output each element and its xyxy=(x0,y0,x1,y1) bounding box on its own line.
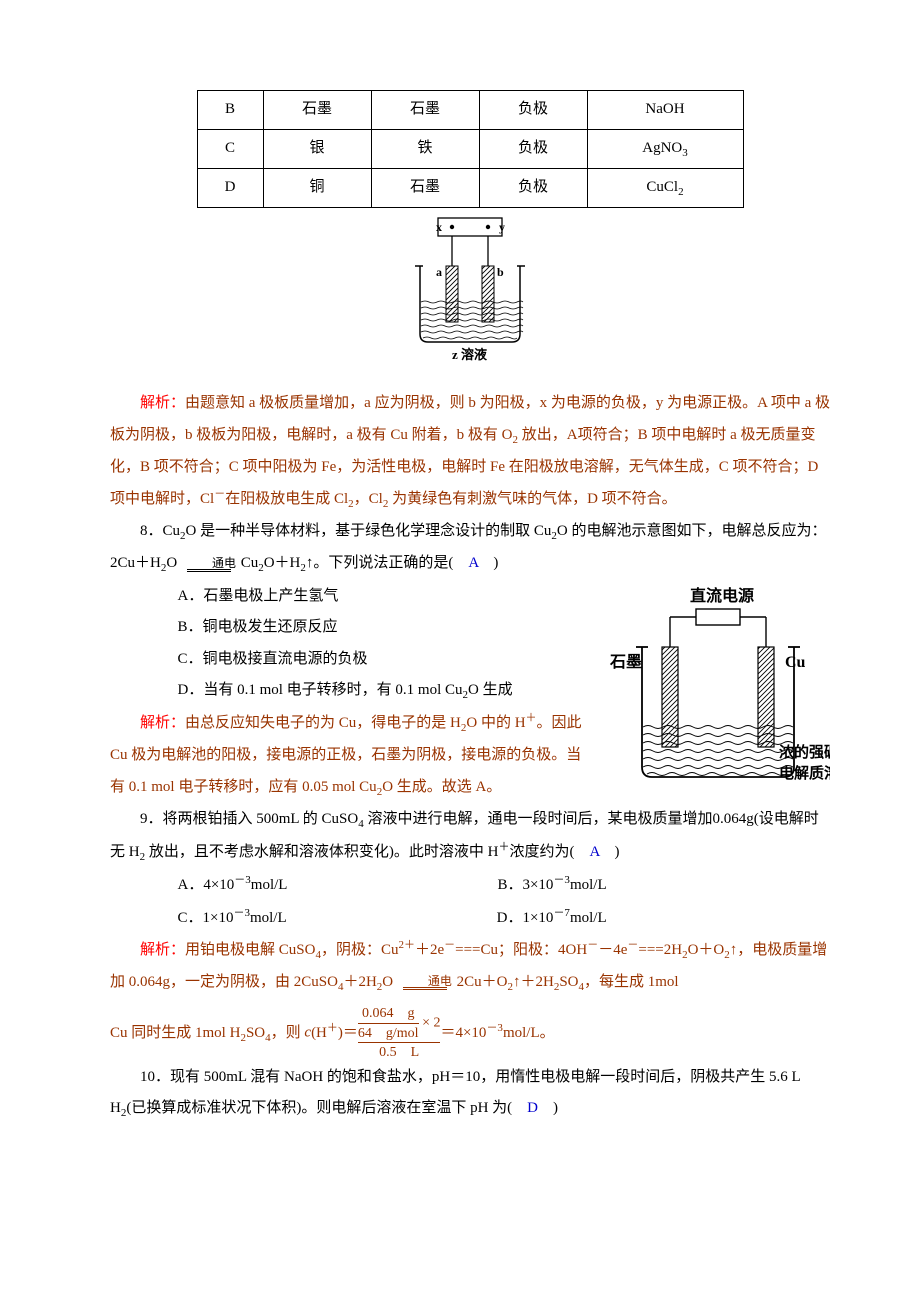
q9-answer: A xyxy=(589,844,599,860)
cell: NaOH xyxy=(587,91,743,130)
q7-options-table: B 石墨 石墨 负极 NaOH C 银 铁 负极 AgNO3 D 铜 石墨 负极… xyxy=(197,90,744,208)
q10-stem-tail: ) xyxy=(538,1100,558,1116)
q10-answer: D xyxy=(527,1100,538,1116)
svg-text:a: a xyxy=(436,265,442,279)
q8-stem-tail: ) xyxy=(478,555,498,571)
diagram-caption: z 溶液 xyxy=(452,347,487,362)
q9-option-a: A．4×10－3mol/L xyxy=(178,869,288,902)
fig-title: 直流电源 xyxy=(690,587,754,605)
q8-stem-post: Cu2O＋H2↑。下列说法正确的是( xyxy=(237,555,468,571)
q9-expl2-pre: Cu 同时生成 1mol H2SO4，则 xyxy=(110,1025,304,1041)
svg-text:石墨: 石墨 xyxy=(609,653,642,671)
cell: 石墨 xyxy=(371,91,479,130)
cell: AgNO3 xyxy=(587,129,743,168)
cell: 石墨 xyxy=(263,91,371,130)
q9-option-d: D．1×10－7mol/L xyxy=(497,902,607,935)
q9-option-b: B．3×10－3mol/L xyxy=(497,869,606,902)
expl-lead: 解析： xyxy=(140,395,185,411)
svg-text:Cu: Cu xyxy=(785,654,806,671)
svg-text:x: x xyxy=(436,220,442,234)
q8-figure: 直流电源 石墨 Cu xyxy=(600,587,830,786)
fig-bath1: 浓的强碱性 xyxy=(779,745,830,761)
q8-answer: A xyxy=(468,555,478,571)
table-row: D 铜 石墨 负极 CuCl2 xyxy=(197,168,743,207)
q9-expl-post: 2Cu＋O2↑＋2H2SO4，每生成 1mol xyxy=(453,974,679,990)
reaction-arrow: 通电 xyxy=(398,975,452,990)
table-row: B 石墨 石墨 负极 NaOH xyxy=(197,91,743,130)
q7-explanation: 解析：由题意知 a 极板质量增加，a 应为阴极，则 b 为阳极，x 为电源的负极… xyxy=(110,388,830,516)
cell: 铁 xyxy=(371,129,479,168)
q9-stem-text: 9．将两根铂插入 500mL 的 CuSO4 溶液中进行电解，通电一段时间后，某… xyxy=(110,811,819,860)
cell: 负极 xyxy=(479,91,587,130)
c-arg: (H＋)＝ xyxy=(311,1025,358,1041)
cell: D xyxy=(197,168,263,207)
cell: B xyxy=(197,91,263,130)
reaction-arrow: 通电 xyxy=(182,557,236,572)
q9-option-c: C．1×10－3mol/L xyxy=(178,902,287,935)
svg-text:y: y xyxy=(499,220,505,234)
cell: 铜 xyxy=(263,168,371,207)
q10-stem: 10．现有 500mL 混有 NaOH 的饱和食盐水，pH＝10，用惰性电极电解… xyxy=(110,1062,830,1126)
q9-explanation-line2: Cu 同时生成 1mol H2SO4，则 c(H＋)＝0.064 g64 g/m… xyxy=(110,1005,830,1062)
cell: CuCl2 xyxy=(587,168,743,207)
q10-stem-text: 10．现有 500mL 混有 NaOH 的饱和食盐水，pH＝10，用惰性电极电解… xyxy=(110,1069,800,1117)
table-row: C 银 铁 负极 AgNO3 xyxy=(197,129,743,168)
expl-lead: 解析： xyxy=(140,942,185,958)
q9-stem: 9．将两根铂插入 500mL 的 CuSO4 溶液中进行电解，通电一段时间后，某… xyxy=(110,804,830,869)
cell: 负极 xyxy=(479,168,587,207)
eq-result: ＝4×10－3mol/L。 xyxy=(440,1025,554,1041)
q7-electrolysis-diagram: x y a b z 溶液 xyxy=(110,216,830,379)
expl-lead: 解析： xyxy=(140,715,185,731)
q9-stem-tail: ) xyxy=(599,844,619,860)
cell: C xyxy=(197,129,263,168)
cell: 石墨 xyxy=(371,168,479,207)
svg-text:b: b xyxy=(497,265,504,279)
big-fraction: 0.064 g64 g/mol × 20.5 L xyxy=(358,1005,441,1062)
cell: 负极 xyxy=(479,129,587,168)
cell: 银 xyxy=(263,129,371,168)
expl-text: 由题意知 a 极板质量增加，a 应为阴极，则 b 为阳极，x 为电源的负极，y … xyxy=(110,395,830,507)
fig-bath2: 电解质溶液 xyxy=(779,766,830,782)
q9-explanation: 解析：用铂电极电解 CuSO4，阴极：Cu2＋＋2e－===Cu；阳极：4OH－… xyxy=(110,934,830,999)
q8-stem: 8．Cu2O 是一种半导体材料，基于绿色化学理念设计的制取 Cu2O 的电解池示… xyxy=(110,516,830,580)
